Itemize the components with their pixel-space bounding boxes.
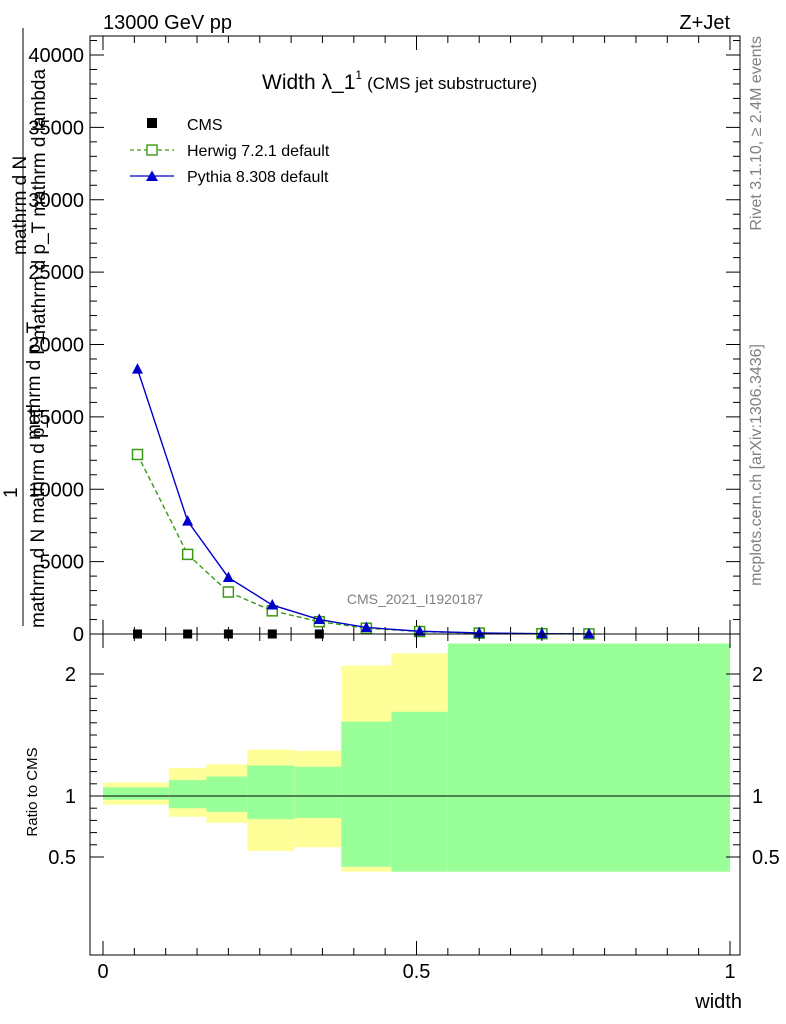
main-axes-ticks (90, 36, 740, 635)
x-axis-label: width (694, 991, 742, 1013)
series-line (136, 368, 589, 635)
main-y-axis-label: mathrm d N mathrm d p_T mathrm d lambda … (1, 69, 50, 628)
data-point-marker (266, 599, 278, 610)
main-plot-panel: 0 5000 10000 15000 20000 25000 30000 35000 40000… (1, 28, 741, 646)
ratio-inner-band (168, 780, 207, 809)
header-left-label: 13000 GeV pp (103, 12, 232, 34)
y-tick-label: 5000 (40, 552, 85, 574)
ratio-inner-band (341, 721, 392, 867)
data-point-marker (536, 627, 548, 639)
ratio-tick-labels: 0.5 0.5 1 1 2 2 0 0.5 1 (48, 664, 780, 983)
data-point-marker (131, 363, 143, 374)
ratio-y-axis-label: Ratio to CMS (24, 747, 41, 836)
ylabel-line-2: mathrm d p_T (24, 321, 45, 440)
y-tick-label: 35000 (28, 117, 84, 139)
y-tick-label: 15000 (28, 407, 84, 429)
data-point-marker (583, 627, 595, 639)
y-tick-label: 0 (73, 624, 84, 646)
rivet-version-label: Rivet 3.1.10, ≥ 2.4M events (748, 36, 765, 231)
x-tick-label: 0 (97, 961, 108, 983)
ratio-inner-band (294, 766, 342, 818)
ratio-y-tick-label-right: 1 (752, 786, 763, 808)
data-point-marker (414, 625, 426, 636)
ylabel-one: 1 (1, 487, 22, 498)
series-line (136, 454, 589, 635)
ratio-y-tick-label-left: 1 (65, 786, 76, 808)
ratio-inner-band (247, 765, 295, 820)
ratio-y-tick-label-right: 2 (752, 664, 763, 686)
y-tick-label: 20000 (28, 335, 84, 357)
main-y-tick-labels: 0 5000 10000 15000 20000 25000 30000 35000 40000 (28, 45, 84, 646)
y-tick-label: 25000 (28, 262, 84, 284)
legend-herwig-label: Herwig 7.2.1 default (187, 143, 330, 160)
data-point-marker (313, 613, 325, 625)
x-tick-label: 0.5 (403, 961, 431, 983)
data-point-marker (473, 626, 485, 638)
mcplots-label: mcplots.cern.ch [arXiv:1306.3436] (748, 344, 765, 586)
ratio-inner-band (447, 643, 730, 872)
analysis-watermark: CMS_2021_I1920187 (347, 591, 483, 607)
ylabel-line-1: mathrm d p_T mathrm d lambda (29, 69, 50, 340)
legend-cms-marker (147, 118, 157, 128)
legend-pythia-label: Pythia 8.308 default (187, 169, 329, 186)
legend-pythia-marker (146, 170, 158, 181)
data-point-marker (222, 586, 235, 598)
y-tick-label: 30000 (28, 190, 84, 212)
legend-herwig-marker (146, 144, 158, 156)
ratio-plot-panel: 0.5 0.5 1 1 2 2 0 0.5 1 Ratio to CMS width (24, 633, 780, 1013)
y-tick-label: 10000 (28, 479, 84, 501)
ratio-y-tick-label-left: 2 (65, 664, 76, 686)
ratio-y-tick-label-right: 0.5 (752, 847, 780, 869)
data-point-marker (360, 621, 372, 632)
chart-title-superscript: 1 (355, 68, 362, 82)
ratio-inner-band (103, 787, 169, 800)
data-point-marker (182, 515, 194, 526)
data-point-marker (222, 571, 234, 583)
legend: CMS Herwig 7.2.1 default Pythia 8.308 de… (130, 117, 330, 186)
ratio-inner-band (206, 776, 248, 812)
chart-title: Width λ_11 (CMS jet substructure) (262, 68, 537, 94)
y-tick-label: 40000 (28, 45, 84, 67)
data-point-marker (131, 448, 144, 461)
ylabel-bottom: mathrm d N mathrm d p_T (28, 405, 49, 628)
legend-cms-label: CMS (187, 117, 223, 134)
data-point-marker (181, 548, 194, 561)
ylabel-top: mathrm d N (10, 156, 31, 255)
chart-title-main: Width λ_1 (262, 71, 355, 94)
ratio-plot-frame (89, 633, 741, 956)
header-right-label: Z+Jet (679, 12, 730, 34)
x-tick-label: 1 (724, 961, 735, 983)
ratio-bands-layer (103, 643, 730, 872)
ratio-inner-band (391, 711, 448, 872)
ratio-y-tick-label-left: 0.5 (48, 847, 76, 869)
chart-subtitle: (CMS jet substructure) (367, 74, 537, 93)
ratio-axes-ticks (90, 634, 740, 955)
